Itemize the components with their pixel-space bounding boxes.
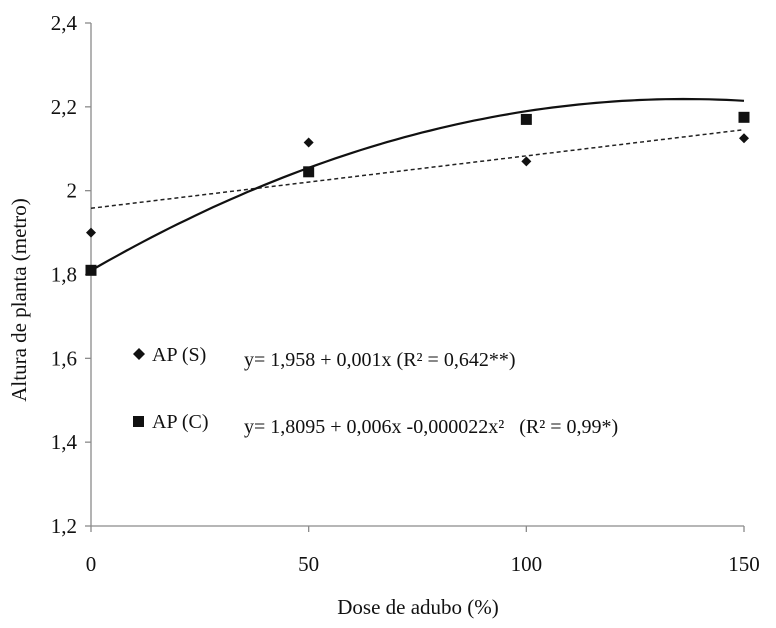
axes [90, 23, 744, 527]
y-tick-label: 1,6 [51, 346, 77, 370]
y-tick-label: 1,4 [51, 430, 78, 454]
y-tick-label: 2,4 [51, 11, 78, 35]
point-ap-c [303, 166, 315, 178]
point-ap-s [521, 156, 532, 167]
trendlines [90, 97, 745, 272]
legend-marker-diamond [133, 348, 145, 360]
y-axis-title: Altura de planta (metro) [7, 198, 31, 402]
x-axis-title: Dose de adubo (%) [337, 595, 499, 619]
y-tick-label: 2 [67, 179, 78, 203]
x-tick-label: 50 [298, 552, 319, 576]
equation-ap-s: y= 1,958 + 0,001x (R² = 0,642**) [244, 349, 516, 371]
trendline-ap-c [90, 97, 745, 272]
legend-label-ap-c: AP (C) [152, 411, 208, 433]
point-ap-c [520, 113, 532, 125]
equation-ap-c: y= 1,8095 + 0,006x -0,000022x² (R² = 0,9… [244, 416, 618, 438]
legend-label-ap-s: AP (S) [152, 344, 206, 366]
y-tick-label: 2,2 [51, 95, 77, 119]
x-tick-label: 0 [86, 552, 97, 576]
point-ap-s [739, 133, 749, 144]
point-ap-s [86, 227, 96, 238]
legend: AP (S) y= 1,958 + 0,001x (R² = 0,642**) … [133, 344, 618, 438]
legend-marker-square [133, 416, 144, 427]
x-tick-label: 150 [728, 552, 760, 576]
point-ap-s [303, 137, 314, 148]
point-ap-c [738, 111, 750, 123]
trendline-ap-s [90, 128, 745, 210]
data-points [85, 111, 750, 276]
ticks: 1,2 1,4 1,6 1,8 2 2,2 2,4 0 50 100 150 [51, 11, 760, 576]
y-tick-label: 1,2 [51, 514, 77, 538]
y-tick-label: 1,8 [51, 263, 77, 287]
point-ap-c [85, 264, 97, 276]
x-tick-label: 100 [511, 552, 543, 576]
